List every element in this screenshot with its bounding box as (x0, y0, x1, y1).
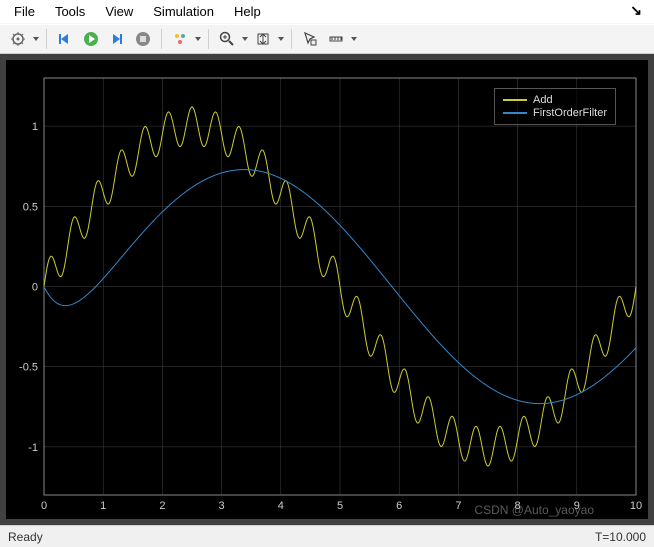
step-back-button[interactable] (53, 27, 77, 51)
svg-text:3: 3 (219, 500, 225, 512)
zoom-dropdown[interactable] (241, 37, 249, 41)
step-forward-button[interactable] (105, 27, 129, 51)
svg-text:4: 4 (278, 500, 284, 512)
svg-text:1: 1 (32, 121, 38, 133)
menu-file[interactable]: File (6, 2, 43, 21)
legend-swatch (503, 99, 527, 101)
cursor-button[interactable] (298, 27, 322, 51)
legend-swatch (503, 112, 527, 114)
svg-text:7: 7 (455, 500, 461, 512)
svg-text:0: 0 (32, 282, 38, 294)
legend-item[interactable]: Add (503, 94, 607, 106)
menu-help[interactable]: Help (226, 2, 269, 21)
config-dropdown[interactable] (32, 37, 40, 41)
svg-text:2: 2 (159, 500, 165, 512)
svg-text:5: 5 (337, 500, 343, 512)
menu-bar: File Tools View Simulation Help ↘ (0, 0, 654, 24)
zoom-in-button[interactable] (215, 27, 239, 51)
svg-text:6: 6 (396, 500, 402, 512)
svg-text:0.5: 0.5 (23, 201, 38, 213)
run-button[interactable] (79, 27, 103, 51)
menu-tools[interactable]: Tools (47, 2, 93, 21)
svg-text:8: 8 (515, 500, 521, 512)
highlight-dropdown[interactable] (194, 37, 202, 41)
toolbar (0, 24, 654, 54)
status-time: T=10.000 (595, 530, 646, 544)
legend-item[interactable]: FirstOrderFilter (503, 107, 607, 119)
status-bar: Ready T=10.000 (0, 525, 654, 547)
stop-button[interactable] (131, 27, 155, 51)
svg-text:-0.5: -0.5 (19, 362, 38, 374)
measure-dropdown[interactable] (350, 37, 358, 41)
svg-text:1: 1 (100, 500, 106, 512)
scope-area: 0 1 2 3 4 5 6 7 8 9 10 -1 -0.5 0 0.5 1 Add FirstOrderFi… (0, 54, 654, 525)
legend-label: Add (533, 94, 553, 106)
menu-view[interactable]: View (97, 2, 141, 21)
legend-label: FirstOrderFilter (533, 107, 607, 119)
scale-dropdown[interactable] (277, 37, 285, 41)
legend[interactable]: Add FirstOrderFilter (494, 88, 616, 125)
measure-button[interactable] (324, 27, 348, 51)
highlight-button[interactable] (168, 27, 192, 51)
svg-text:0: 0 (41, 500, 47, 512)
config-button[interactable] (6, 27, 30, 51)
scope-canvas-wrap: 0 1 2 3 4 5 6 7 8 9 10 -1 -0.5 0 0.5 1 Add FirstOrderFi… (6, 60, 648, 519)
dock-icon[interactable]: ↘ (624, 2, 648, 21)
scale-y-button[interactable] (251, 27, 275, 51)
svg-text:9: 9 (574, 500, 580, 512)
svg-text:-1: -1 (28, 442, 38, 454)
status-text: Ready (8, 530, 43, 544)
scope-chart: 0 1 2 3 4 5 6 7 8 9 10 -1 -0.5 0 0.5 1 (6, 60, 648, 519)
svg-text:10: 10 (630, 500, 642, 512)
menu-simulation[interactable]: Simulation (145, 2, 222, 21)
